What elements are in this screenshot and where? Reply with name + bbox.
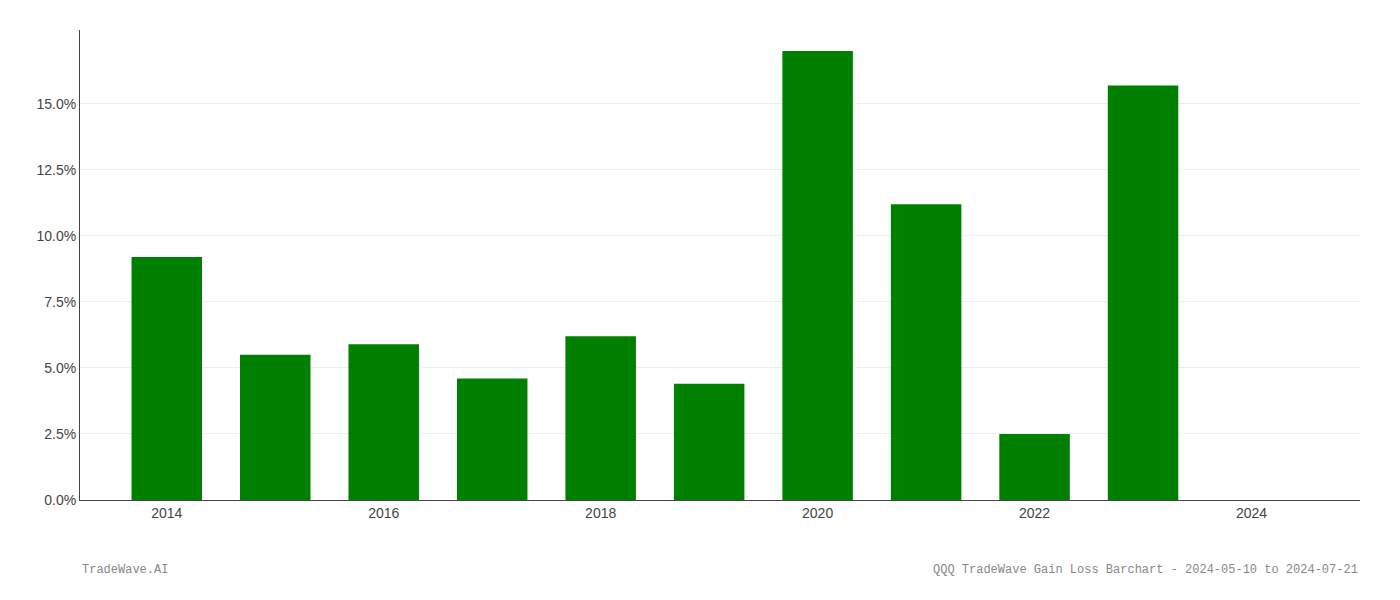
svg-text:TradeWave.AI: TradeWave.AI xyxy=(82,563,168,577)
svg-text:2024: 2024 xyxy=(1236,505,1267,521)
svg-text:2016: 2016 xyxy=(368,505,399,521)
svg-text:7.5%: 7.5% xyxy=(44,294,76,310)
svg-text:2020: 2020 xyxy=(802,505,833,521)
svg-text:2018: 2018 xyxy=(585,505,616,521)
svg-text:QQQ TradeWave Gain Loss Barcha: QQQ TradeWave Gain Loss Barchart - 2024-… xyxy=(933,563,1358,577)
svg-text:5.0%: 5.0% xyxy=(44,360,76,376)
svg-text:2022: 2022 xyxy=(1019,505,1050,521)
svg-text:15.0%: 15.0% xyxy=(36,96,76,112)
svg-text:2.5%: 2.5% xyxy=(44,426,76,442)
svg-text:12.5%: 12.5% xyxy=(36,162,76,178)
svg-text:2014: 2014 xyxy=(151,505,182,521)
svg-text:0.0%: 0.0% xyxy=(44,492,76,508)
svg-text:10.0%: 10.0% xyxy=(36,228,76,244)
